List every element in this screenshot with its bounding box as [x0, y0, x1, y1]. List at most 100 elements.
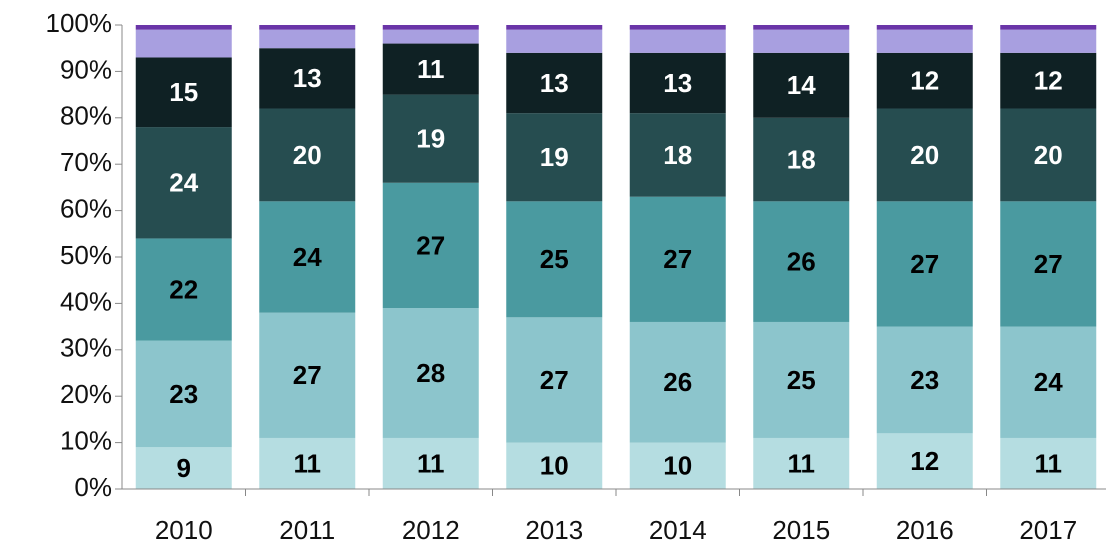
data-label: 24 — [1034, 367, 1063, 397]
bar-segment — [382, 29, 479, 44]
bar-segment — [1000, 326, 1097, 438]
bar-segment — [382, 94, 479, 183]
data-label: 26 — [787, 247, 816, 277]
bar-segment — [1000, 201, 1097, 327]
data-label: 26 — [663, 367, 692, 397]
x-tick-label: 2010 — [155, 515, 213, 545]
bar-segment — [753, 52, 850, 118]
data-label: 15 — [169, 77, 198, 107]
bar-segment — [382, 182, 479, 309]
x-tick-label: 2011 — [279, 515, 335, 545]
y-tick-label: 90% — [60, 54, 112, 84]
data-label: 25 — [787, 365, 816, 395]
x-tick-label: 2014 — [649, 515, 707, 545]
x-tick-label: 2016 — [896, 515, 954, 545]
x-tick-label: 2015 — [772, 515, 830, 545]
bar-segment — [382, 43, 479, 95]
bar-segment — [506, 113, 603, 202]
bar-segment — [1000, 108, 1097, 202]
bar-segment — [506, 442, 603, 489]
bar-segment — [1000, 52, 1097, 109]
bar-segment — [629, 52, 726, 114]
bar-segment — [135, 29, 232, 58]
data-label: 20 — [910, 140, 939, 170]
data-label: 27 — [293, 360, 322, 390]
bar-segment — [135, 127, 232, 239]
y-tick-label: 50% — [60, 240, 112, 270]
bar-segment — [382, 308, 479, 438]
x-tick-label: 2017 — [1019, 515, 1077, 545]
bar-segment — [753, 25, 850, 30]
x-tick-label: 2013 — [525, 515, 583, 545]
y-tick-label: 30% — [60, 333, 112, 363]
data-label: 19 — [540, 142, 569, 172]
data-label: 13 — [540, 68, 569, 98]
bar-segment — [259, 201, 356, 313]
bar-segment — [506, 29, 603, 53]
data-label: 25 — [540, 244, 569, 274]
bar-segment — [259, 25, 356, 30]
data-label: 11 — [417, 54, 445, 84]
data-label: 12 — [1034, 66, 1063, 96]
bar-segment — [1000, 437, 1097, 489]
x-tick-label: 2012 — [402, 515, 460, 545]
bar-segment — [876, 433, 973, 489]
data-label: 12 — [910, 446, 939, 476]
bar-segment — [259, 108, 356, 202]
y-tick-label: 0% — [74, 472, 112, 502]
data-label: 27 — [1034, 249, 1063, 279]
bar-segment — [629, 113, 726, 197]
data-label: 13 — [663, 68, 692, 98]
data-label: 18 — [663, 140, 692, 170]
data-label: 11 — [294, 448, 322, 478]
data-label: 12 — [910, 66, 939, 96]
y-tick-label: 100% — [46, 8, 113, 38]
bar-segment — [506, 52, 603, 114]
bar-segment — [629, 25, 726, 30]
data-label: 13 — [293, 63, 322, 93]
data-label: 14 — [787, 70, 816, 100]
bar-segment — [506, 317, 603, 443]
bar-segment — [876, 52, 973, 109]
bar-segment — [753, 321, 850, 438]
bar-segment — [876, 25, 973, 30]
bar-segment — [259, 48, 356, 109]
bar-segment — [753, 201, 850, 322]
data-label: 23 — [169, 379, 198, 409]
bar-segment — [135, 447, 232, 489]
data-label: 18 — [787, 144, 816, 174]
y-tick-label: 40% — [60, 286, 112, 316]
bar-segment — [259, 312, 356, 438]
bar-segment — [382, 25, 479, 30]
bar-segment — [135, 340, 232, 448]
data-label: 11 — [1035, 448, 1063, 478]
data-label: 10 — [540, 451, 569, 481]
data-label: 27 — [540, 365, 569, 395]
bar-segment — [876, 108, 973, 202]
bar-segment — [135, 25, 232, 30]
bar-segment — [753, 117, 850, 202]
bar-segment — [259, 29, 356, 49]
bar-segment — [629, 196, 726, 322]
bar-segment — [506, 25, 603, 30]
bar-segment — [629, 29, 726, 53]
data-label: 27 — [663, 244, 692, 274]
data-label: 20 — [1034, 140, 1063, 170]
data-label: 27 — [416, 230, 445, 260]
data-label: 27 — [910, 249, 939, 279]
bar-segment — [1000, 29, 1097, 53]
y-tick-label: 80% — [60, 101, 112, 131]
y-tick-label: 60% — [60, 193, 112, 223]
bar-segment — [753, 29, 850, 53]
y-tick-label: 20% — [60, 379, 112, 409]
bar-segment — [876, 201, 973, 327]
data-label: 28 — [416, 358, 445, 388]
bar-segment — [1000, 25, 1097, 30]
data-label: 10 — [663, 451, 692, 481]
data-label: 20 — [293, 140, 322, 170]
bar-segment — [259, 437, 356, 489]
bar-segment — [629, 442, 726, 489]
data-label: 11 — [788, 448, 816, 478]
